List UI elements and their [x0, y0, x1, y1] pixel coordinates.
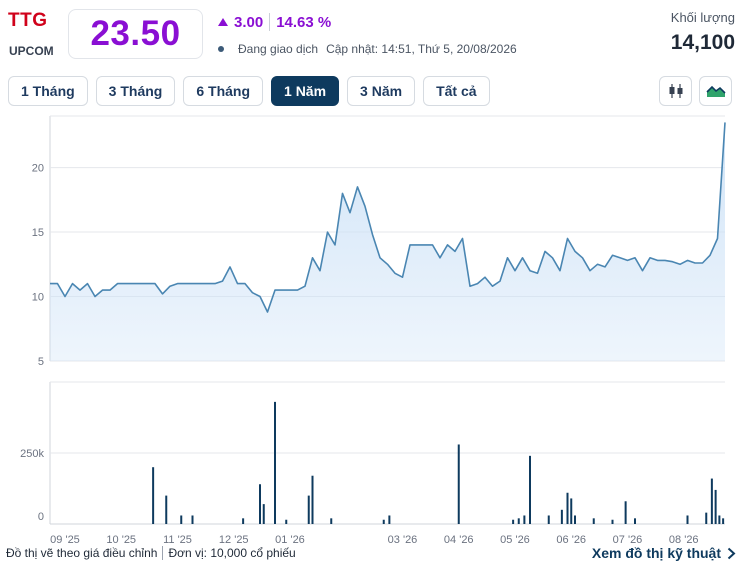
divider — [162, 546, 164, 560]
x-tick-label: 09 '25 — [50, 534, 80, 545]
divider — [269, 13, 271, 31]
tab-3-months[interactable]: 3 Tháng — [95, 76, 176, 106]
price-box: 23.50 — [68, 9, 203, 59]
candlestick-chart-button[interactable] — [659, 76, 692, 106]
updated-time: Cập nhật: 14:51, Thứ 5, 20/08/2026 — [326, 42, 517, 56]
x-tick-label: 06 '26 — [556, 534, 586, 545]
status-dot-icon — [218, 46, 224, 52]
x-tick-label: 03 '26 — [388, 534, 418, 545]
volume-bar — [165, 495, 168, 524]
technical-chart-link[interactable]: Xem đồ thị kỹ thuật — [592, 545, 736, 561]
volume-bar — [566, 492, 569, 524]
volume-bar — [547, 515, 550, 524]
x-tick-label: 01 '26 — [275, 534, 305, 545]
x-tick-label: 07 '26 — [613, 534, 643, 545]
up-arrow-icon — [218, 18, 228, 26]
area-chart-icon — [705, 85, 726, 97]
price-tick-label: 20 — [32, 163, 44, 175]
volume-bar — [710, 478, 713, 524]
volume-bar — [570, 498, 573, 524]
volume-bar — [285, 519, 288, 524]
volume-bar — [517, 518, 520, 524]
status-text: Đang giao dịch — [238, 42, 319, 56]
volume-bar — [718, 515, 721, 524]
volume-bar — [274, 401, 276, 524]
volume-bar — [152, 467, 155, 524]
price-change: 3.00 14.63 % — [218, 13, 331, 31]
volume-bar — [457, 444, 460, 524]
volume-tick-label: 250k — [20, 448, 44, 460]
technical-chart-link-label: Xem đồ thị kỹ thuật — [591, 545, 721, 561]
volume-bar — [705, 512, 708, 524]
x-tick-label: 05 '26 — [500, 534, 530, 545]
volume-value: 14,100 — [670, 31, 735, 54]
tab-1-month[interactable]: 1 Tháng — [8, 76, 88, 106]
change-value: 3.00 — [234, 13, 264, 31]
x-tick-label: 12 '25 — [219, 534, 249, 545]
price-area-fill — [50, 122, 725, 362]
chart-footer: Đồ thị vẽ theo giá điều chỉnh Đơn vị: 10… — [6, 546, 296, 560]
volume-bar — [388, 515, 391, 524]
unit-note: Đơn vị: 10,000 cổ phiếu — [168, 546, 296, 560]
exchange-label: UPCOM — [9, 44, 54, 58]
volume-bar — [592, 518, 595, 524]
x-tick-label: 10 '25 — [106, 534, 136, 545]
adjusted-price-note: Đồ thị vẽ theo giá điều chỉnh — [6, 546, 158, 560]
volume-bar — [191, 515, 194, 524]
chevron-right-icon — [727, 547, 736, 559]
volume-bar — [634, 518, 636, 524]
volume-tick-label: 0 — [38, 511, 44, 523]
price-volume-chart[interactable]: 5 10 15 20 0 250k 09 '25 10 '25 11 '25 12 '25 01 '… — [0, 110, 750, 545]
volume-bar — [523, 515, 526, 524]
change-percent: 14.63 % — [276, 13, 332, 31]
range-tabs: 1 Tháng 3 Tháng 6 Tháng 1 Năm 3 Năm Tất … — [8, 76, 490, 106]
volume-bar — [560, 509, 563, 524]
volume-bar — [307, 495, 310, 524]
price-tick-label: 10 — [32, 292, 44, 304]
volume-bar — [722, 518, 725, 524]
volume-bar — [624, 501, 627, 524]
price-line — [50, 122, 726, 313]
price-tick-label: 15 — [32, 227, 44, 239]
stock-ticker: TTG — [8, 10, 48, 31]
volume-bar — [330, 518, 333, 524]
area-chart-button[interactable] — [699, 76, 732, 106]
tab-6-months[interactable]: 6 Tháng — [183, 76, 264, 106]
volume-bar — [242, 518, 245, 524]
tab-1-year[interactable]: 1 Năm — [271, 76, 340, 106]
x-tick-label: 04 '26 — [444, 534, 474, 545]
volume-bar — [262, 504, 265, 524]
x-tick-label: 11 '25 — [163, 534, 192, 545]
trading-status: Đang giao dịch Cập nhật: 14:51, Thứ 5, 2… — [218, 42, 517, 56]
volume-bar — [259, 484, 261, 524]
current-price: 23.50 — [90, 14, 181, 53]
volume-label: Khối lượng — [670, 10, 735, 25]
candlestick-chart-icon — [669, 84, 682, 98]
chart-type-buttons — [659, 76, 732, 106]
volume-bar — [512, 519, 515, 524]
volume-bar — [382, 519, 385, 524]
price-tick-label: 5 — [38, 356, 44, 368]
volume-bar — [714, 489, 717, 524]
volume-bar — [311, 475, 314, 524]
volume-bar — [611, 519, 614, 524]
volume-bar — [180, 515, 183, 524]
volume-bar — [529, 455, 531, 524]
volume-bar — [574, 515, 576, 524]
x-tick-label: 08 '26 — [669, 534, 699, 545]
tab-3-years[interactable]: 3 Năm — [347, 76, 416, 106]
tab-all[interactable]: Tất cả — [423, 76, 490, 106]
volume-bar — [686, 515, 689, 524]
